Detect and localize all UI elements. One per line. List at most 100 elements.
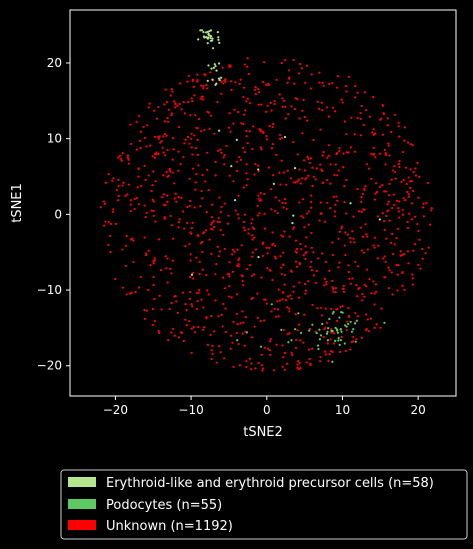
scatter-point xyxy=(414,174,418,177)
scatter-point xyxy=(322,150,325,154)
scatter-point xyxy=(120,159,123,162)
scatter-point xyxy=(345,151,348,154)
scatter-point xyxy=(336,75,340,78)
scatter-point xyxy=(280,234,283,237)
scatter-point xyxy=(197,325,200,329)
scatter-point xyxy=(233,199,237,202)
scatter-point xyxy=(152,283,155,287)
scatter-point xyxy=(227,214,230,217)
x-axis-label: tSNE2 xyxy=(243,425,283,440)
scatter-point xyxy=(310,73,313,76)
scatter-point xyxy=(242,186,246,189)
scatter-point xyxy=(259,320,262,323)
scatter-point xyxy=(371,131,374,134)
scatter-point xyxy=(137,202,140,206)
scatter-point xyxy=(170,224,174,227)
scatter-point xyxy=(365,313,368,316)
scatter-point xyxy=(332,195,335,198)
scatter-point xyxy=(195,256,198,259)
scatter-point xyxy=(250,222,253,225)
scatter-point xyxy=(289,294,292,297)
scatter-point xyxy=(373,326,376,329)
points-layer xyxy=(99,29,433,372)
scatter-point xyxy=(129,142,133,146)
scatter-point xyxy=(158,331,161,335)
scatter-point xyxy=(209,71,212,74)
scatter-point xyxy=(241,275,244,278)
scatter-point xyxy=(333,332,336,335)
scatter-point xyxy=(304,292,307,295)
scatter-point xyxy=(354,340,357,343)
scatter-point xyxy=(326,339,329,342)
scatter-point xyxy=(305,176,308,179)
scatter-point xyxy=(188,142,191,145)
scatter-point xyxy=(340,330,343,333)
scatter-point xyxy=(270,109,273,112)
scatter-point xyxy=(281,298,284,301)
scatter-point xyxy=(278,171,281,174)
scatter-point xyxy=(256,292,259,295)
scatter-point xyxy=(203,128,206,132)
scatter-point xyxy=(267,166,270,169)
scatter-point xyxy=(211,344,214,348)
scatter-point xyxy=(241,280,244,283)
scatter-point xyxy=(407,262,410,265)
scatter-point xyxy=(343,200,346,204)
scatter-point xyxy=(309,362,312,365)
scatter-point xyxy=(257,168,260,171)
scatter-point xyxy=(251,238,254,241)
scatter-point xyxy=(217,216,220,220)
scatter-point xyxy=(382,112,385,116)
scatter-point xyxy=(354,84,357,88)
scatter-point xyxy=(397,125,400,128)
scatter-point xyxy=(302,98,305,102)
scatter-point xyxy=(282,251,285,254)
scatter-point xyxy=(388,269,391,272)
scatter-point xyxy=(251,274,254,277)
scatter-point xyxy=(333,173,336,177)
scatter-point xyxy=(324,353,328,356)
scatter-point xyxy=(153,109,156,112)
scatter-point xyxy=(315,331,318,335)
scatter-point xyxy=(275,153,278,156)
scatter-point xyxy=(301,132,304,135)
scatter-point xyxy=(386,124,389,127)
scatter-point xyxy=(331,253,335,257)
scatter-point xyxy=(345,328,348,332)
scatter-point xyxy=(218,196,221,199)
scatter-point xyxy=(282,206,285,209)
scatter-point xyxy=(218,129,221,132)
scatter-point xyxy=(129,292,132,295)
scatter-point xyxy=(235,312,239,316)
scatter-point xyxy=(343,342,346,345)
scatter-point xyxy=(334,339,337,342)
scatter-point xyxy=(308,161,311,165)
scatter-point xyxy=(283,283,286,286)
scatter-point xyxy=(292,181,296,184)
scatter-point xyxy=(347,314,351,318)
scatter-point xyxy=(311,166,314,169)
scatter-point xyxy=(257,256,260,259)
scatter-point xyxy=(237,262,240,266)
scatter-point xyxy=(411,273,414,276)
scatter-point xyxy=(341,287,345,290)
scatter-point xyxy=(306,155,309,158)
scatter-point xyxy=(199,242,202,245)
scatter-point xyxy=(373,246,376,249)
scatter-point xyxy=(327,327,330,330)
scatter-point xyxy=(207,293,210,296)
scatter-point xyxy=(338,343,341,346)
scatter-point xyxy=(357,210,361,213)
scatter-point xyxy=(245,331,248,334)
scatter-point xyxy=(283,273,287,277)
scatter-point xyxy=(236,322,239,326)
scatter-point xyxy=(297,296,300,299)
scatter-point xyxy=(298,263,301,266)
scatter-point xyxy=(217,36,220,39)
scatter-point xyxy=(125,234,128,238)
scatter-point xyxy=(335,151,339,155)
scatter-point xyxy=(167,108,171,111)
scatter-point xyxy=(225,144,228,148)
scatter-point xyxy=(331,360,334,363)
